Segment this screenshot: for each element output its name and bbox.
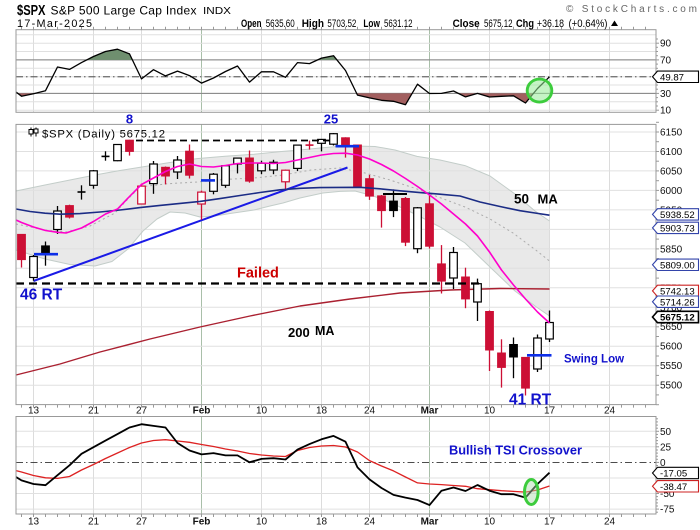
svg-text:18: 18 bbox=[316, 406, 328, 417]
svg-text:46 RT: 46 RT bbox=[20, 287, 63, 304]
svg-text:High: High bbox=[302, 18, 324, 30]
svg-text:5742.13: 5742.13 bbox=[660, 287, 695, 298]
svg-text:13: 13 bbox=[28, 406, 40, 417]
svg-text:© StockCharts.com: © StockCharts.com bbox=[566, 4, 697, 15]
svg-text:6150: 6150 bbox=[660, 128, 683, 139]
svg-text:5938.52: 5938.52 bbox=[660, 210, 695, 221]
svg-text:24: 24 bbox=[364, 517, 376, 528]
svg-text:50: 50 bbox=[660, 427, 672, 438]
svg-text:Failed: Failed bbox=[237, 266, 279, 282]
svg-text:27: 27 bbox=[136, 517, 148, 528]
svg-text:49.87: 49.87 bbox=[660, 72, 684, 83]
svg-text:6000: 6000 bbox=[660, 186, 683, 197]
svg-text:6050: 6050 bbox=[660, 166, 683, 177]
svg-text:5700: 5700 bbox=[660, 303, 683, 314]
svg-text:24: 24 bbox=[604, 406, 616, 417]
svg-text:5500: 5500 bbox=[660, 381, 683, 392]
svg-text:17: 17 bbox=[544, 517, 556, 528]
svg-text:-38.47: -38.47 bbox=[660, 482, 687, 493]
svg-text:21: 21 bbox=[88, 406, 100, 417]
svg-text:5631.12: 5631.12 bbox=[384, 18, 413, 30]
svg-text:0: 0 bbox=[660, 458, 666, 469]
svg-text:10: 10 bbox=[256, 517, 268, 528]
svg-text:Mar: Mar bbox=[421, 406, 439, 417]
svg-text:6100: 6100 bbox=[660, 147, 683, 158]
svg-text:70: 70 bbox=[660, 55, 672, 66]
svg-text:200: 200 bbox=[288, 325, 310, 340]
svg-text:5714.26: 5714.26 bbox=[660, 297, 695, 308]
svg-text:MA: MA bbox=[315, 324, 334, 338]
svg-text:50: 50 bbox=[514, 191, 529, 206]
svg-text:90: 90 bbox=[660, 39, 672, 50]
svg-text:5675.12: 5675.12 bbox=[484, 18, 513, 30]
svg-text:5635.60: 5635.60 bbox=[266, 18, 295, 30]
svg-text:Bullish TSI Crossover: Bullish TSI Crossover bbox=[449, 443, 582, 458]
svg-text:25: 25 bbox=[324, 112, 338, 127]
svg-text:41 RT: 41 RT bbox=[509, 392, 552, 409]
svg-text:Open: Open bbox=[241, 18, 262, 30]
svg-text:-50: -50 bbox=[660, 489, 675, 500]
svg-text:5650: 5650 bbox=[660, 322, 683, 333]
svg-text:10: 10 bbox=[660, 106, 672, 117]
svg-text:Low: Low bbox=[363, 18, 380, 30]
svg-text:Feb: Feb bbox=[193, 517, 211, 528]
svg-text:27: 27 bbox=[136, 406, 148, 417]
svg-text:Feb: Feb bbox=[193, 406, 211, 417]
svg-text:10: 10 bbox=[484, 517, 496, 528]
svg-text:8: 8 bbox=[126, 112, 133, 127]
svg-text:17: 17 bbox=[544, 406, 556, 417]
svg-text:INDX: INDX bbox=[203, 6, 231, 17]
svg-text:5600: 5600 bbox=[660, 342, 683, 353]
svg-text:-75: -75 bbox=[660, 505, 675, 516]
svg-text:(+0.64%): (+0.64%) bbox=[569, 18, 608, 30]
svg-text:13: 13 bbox=[28, 517, 40, 528]
svg-text:10: 10 bbox=[256, 406, 268, 417]
svg-text:5903.73: 5903.73 bbox=[660, 224, 695, 235]
svg-text:25: 25 bbox=[660, 442, 672, 453]
svg-text:18: 18 bbox=[316, 517, 328, 528]
svg-text:-17.05: -17.05 bbox=[660, 469, 687, 480]
svg-text:$SPX (Daily) 5675.12: $SPX (Daily) 5675.12 bbox=[42, 129, 165, 141]
svg-text:5850: 5850 bbox=[660, 244, 683, 255]
svg-text:24: 24 bbox=[364, 406, 376, 417]
svg-text:5550: 5550 bbox=[660, 361, 683, 372]
svg-text:17-Mar-2025: 17-Mar-2025 bbox=[17, 18, 92, 30]
svg-text:Mar: Mar bbox=[421, 517, 439, 528]
svg-text:Chg: Chg bbox=[516, 18, 534, 30]
svg-text:Close: Close bbox=[453, 18, 480, 30]
svg-text:5703.52: 5703.52 bbox=[327, 18, 356, 30]
svg-text:10: 10 bbox=[484, 406, 496, 417]
svg-text:5809.00: 5809.00 bbox=[660, 260, 695, 271]
svg-text:21: 21 bbox=[88, 517, 100, 528]
svg-text:MA: MA bbox=[538, 191, 559, 206]
svg-text:30: 30 bbox=[660, 89, 672, 100]
svg-text:5675.12: 5675.12 bbox=[660, 313, 695, 324]
svg-text:S&P 500 Large Cap Index: S&P 500 Large Cap Index bbox=[51, 4, 197, 18]
svg-text:Swing Low: Swing Low bbox=[564, 354, 624, 366]
svg-text:$SPX: $SPX bbox=[17, 3, 46, 19]
svg-text:+36.18: +36.18 bbox=[537, 18, 564, 30]
svg-text:24: 24 bbox=[604, 517, 616, 528]
